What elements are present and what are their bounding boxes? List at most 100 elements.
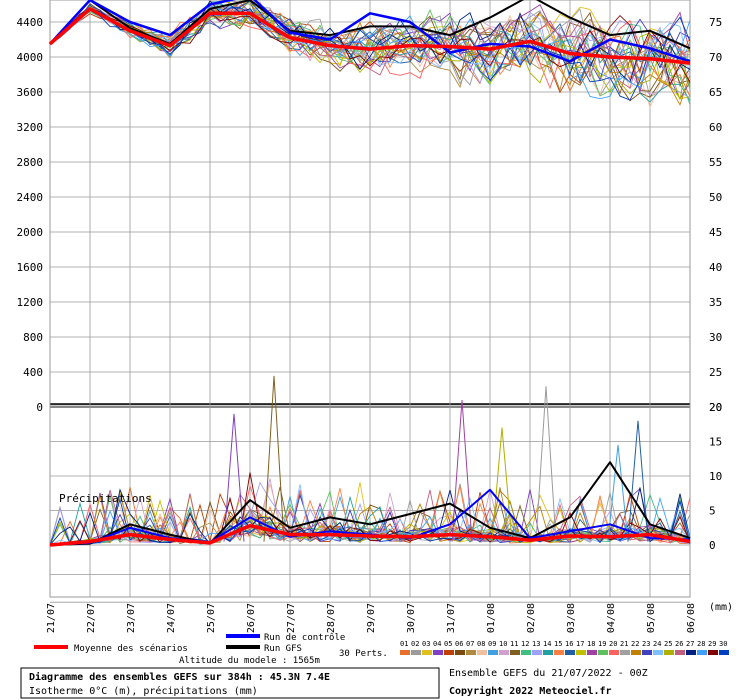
legend-mean-label: Moyenne des scénarios xyxy=(74,643,188,654)
perturbation-legend-label: 05 xyxy=(444,640,452,648)
perturbation-legend-label: 01 xyxy=(400,640,408,648)
perturbation-legend-label: 04 xyxy=(433,640,441,648)
perturbation-line xyxy=(49,4,691,94)
perturbation-legend-swatch xyxy=(477,650,487,655)
perturbation-legend-swatch xyxy=(587,650,597,655)
x-tick-label: 25/07 xyxy=(206,603,217,633)
x-tick-label: 29/07 xyxy=(366,603,377,633)
perturbation-legend-label: 28 xyxy=(697,640,705,648)
perturbation-legend-swatch xyxy=(576,650,586,655)
x-tick-label: 05/08 xyxy=(646,603,657,633)
perturbation-legend-label: 17 xyxy=(576,640,584,648)
perturbation-legend-swatch xyxy=(708,650,718,655)
x-tick-label: 01/08 xyxy=(486,603,497,633)
perturbation-legend-swatch xyxy=(675,650,685,655)
perturbation-legend-label: 26 xyxy=(675,640,683,648)
y-tick-right: 65 xyxy=(709,86,722,99)
y-tick-left: 400 xyxy=(23,366,43,379)
perturbation-legend-swatch xyxy=(411,650,421,655)
perturbation-legend-label: 03 xyxy=(422,640,430,648)
precip-perturbation-line xyxy=(49,500,691,546)
footer-subtitle: Isotherme 0°C (m), précipitations (mm) xyxy=(29,685,258,697)
precip-peak xyxy=(627,420,649,542)
legend-control-label: Run de contrôle xyxy=(264,632,345,643)
x-tick-label: 27/07 xyxy=(286,603,297,633)
x-tick-label: 03/08 xyxy=(566,603,577,633)
perturbation-legend-label: 02 xyxy=(411,640,419,648)
x-tick-label: 23/07 xyxy=(126,603,137,633)
y-tick-right: 70 xyxy=(709,51,722,64)
perturbation-legend-label: 23 xyxy=(642,640,650,648)
y-tick-right: 75 xyxy=(709,16,722,29)
precip-tick-right: 10 xyxy=(709,470,722,483)
perturbation-legend-swatch xyxy=(488,650,498,655)
y-tick-right: 20 xyxy=(709,401,722,414)
y-tick-left: 1200 xyxy=(17,296,44,309)
perturbation-legend-label: 09 xyxy=(488,640,496,648)
y-tick-left: 4400 xyxy=(17,16,44,29)
perturbation-legend-swatch xyxy=(609,650,619,655)
x-tick-label: 24/07 xyxy=(166,603,177,633)
y-tick-right: 60 xyxy=(709,121,722,134)
precip-tick-right: 15 xyxy=(709,436,722,449)
y-tick-left: 800 xyxy=(23,331,43,344)
y-tick-right: 30 xyxy=(709,331,722,344)
perturbation-legend-swatch xyxy=(543,650,553,655)
perturbation-line xyxy=(49,0,691,101)
gfs-run-line xyxy=(49,0,691,50)
perturbation-legend-label: 25 xyxy=(664,640,672,648)
perturbation-legend-label: 19 xyxy=(598,640,606,648)
perturbation-legend-label: 11 xyxy=(510,640,518,648)
y-tick-left: 3600 xyxy=(17,86,44,99)
perturbation-legend-label: 24 xyxy=(653,640,661,648)
perturbation-legend-swatch xyxy=(664,650,674,655)
perturbation-legend-swatch xyxy=(620,650,630,655)
x-tick-label: 21/07 xyxy=(46,603,57,633)
precipitation-panel-title: Précipitations xyxy=(59,492,152,505)
y-tick-left: 3200 xyxy=(17,121,44,134)
perturbation-legend-swatch xyxy=(598,650,608,655)
perturbation-legend-label: 20 xyxy=(609,640,617,648)
perturbation-line xyxy=(49,5,691,100)
perturbation-legend-swatch xyxy=(697,650,707,655)
perturbation-legend-swatch xyxy=(455,650,465,655)
y-tick-right: 50 xyxy=(709,191,722,204)
perturbation-legend-label: 18 xyxy=(587,640,595,648)
precip-perturbation-line xyxy=(49,497,691,546)
perturbation-legend-label: 27 xyxy=(686,640,694,648)
perturbation-legend-label: 06 xyxy=(455,640,463,648)
perturbation-legend-label: 21 xyxy=(620,640,628,648)
y-tick-right: 40 xyxy=(709,261,722,274)
perturbation-legend-swatch xyxy=(554,650,564,655)
perturbation-legend-swatch xyxy=(532,650,542,655)
x-tick-label: 28/07 xyxy=(326,603,337,633)
perturbation-legend-label: 30 xyxy=(719,640,727,648)
x-tick-label: 26/07 xyxy=(246,603,257,633)
y-tick-left: 2800 xyxy=(17,156,44,169)
perturbation-line xyxy=(49,0,691,97)
y-tick-right: 25 xyxy=(709,366,722,379)
perturbation-legend-swatch xyxy=(444,650,454,655)
perturbation-legend-swatch xyxy=(642,650,652,655)
y-tick-right: 45 xyxy=(709,226,722,239)
precip-tick-right: 0 xyxy=(709,539,716,552)
perturbation-legend-label: 15 xyxy=(554,640,562,648)
perturbation-line xyxy=(49,5,691,100)
x-tick-label: 06/08 xyxy=(686,603,697,633)
legend-gfs-label: Run GFS xyxy=(264,644,302,654)
y-tick-right: 35 xyxy=(709,296,722,309)
legend-perts-label: 30 Perts. xyxy=(339,649,388,659)
x-tick-label: 02/08 xyxy=(526,603,537,633)
perturbation-legend: 01 02 03 04 05 06 07 08 09 10 11 12 13 14 15 16 17 18 19 20… xyxy=(400,640,729,655)
x-tick-label: 30/07 xyxy=(406,603,417,633)
precip-peak xyxy=(607,444,629,542)
perturbation-legend-swatch xyxy=(565,650,575,655)
perturbation-legend-label: 29 xyxy=(708,640,716,648)
perturbation-legend-label: 07 xyxy=(466,640,474,648)
perturbation-legend-swatch xyxy=(510,650,520,655)
footer-run-info: Ensemble GEFS du 21/07/2022 - 00Z xyxy=(449,668,648,679)
precip-tick-right: 5 xyxy=(709,505,716,518)
y-tick-left: 1600 xyxy=(17,261,44,274)
footer-title: Diagramme des ensembles GEFS sur 384h : … xyxy=(29,671,330,683)
perturbation-legend-swatch xyxy=(433,650,443,655)
